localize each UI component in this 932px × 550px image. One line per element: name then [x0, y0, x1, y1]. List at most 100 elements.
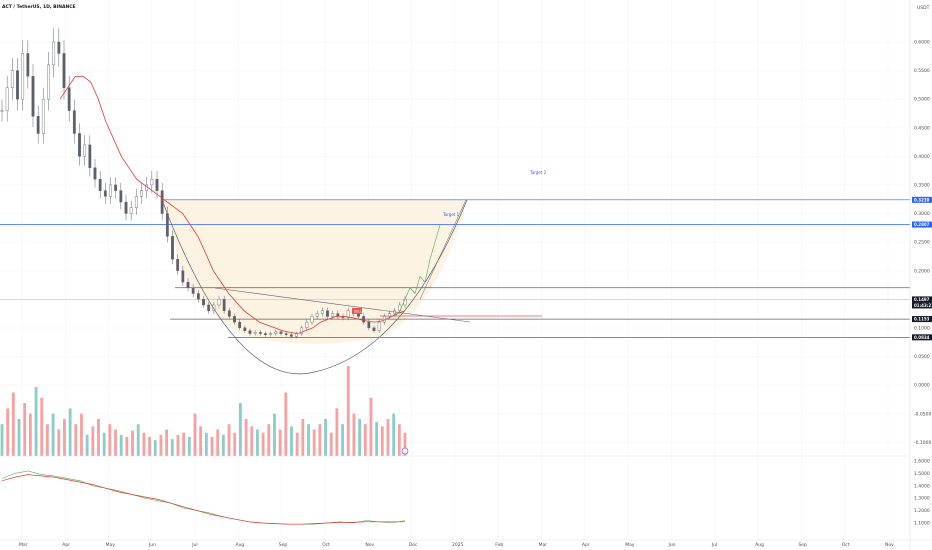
volume-bar: [341, 424, 344, 456]
support-1-badge-text: 0.1153: [914, 317, 930, 322]
volume-bar: [216, 429, 220, 456]
time-tick-label: May: [106, 542, 116, 548]
candle-body: [248, 330, 252, 334]
volume-bars: [0, 366, 407, 456]
volume-bar: [346, 366, 350, 456]
candle-body: [207, 304, 211, 311]
candle-body: [124, 201, 128, 214]
candle-body: [72, 110, 76, 134]
volume-bar: [227, 424, 231, 456]
time-tick-label: Nov: [365, 542, 374, 548]
candle-body: [186, 281, 190, 289]
support-2-badge-bg: [912, 334, 932, 341]
volume-bar: [153, 440, 157, 456]
volume-bar: [403, 432, 407, 456]
level-lines: [0, 199, 910, 338]
volume-bar: [176, 434, 180, 456]
volume-bar: [392, 413, 396, 456]
candle-body: [274, 331, 278, 334]
target-1-label: Target 1: [442, 212, 460, 217]
time-tick-label: Oct: [322, 542, 330, 548]
candle-body: [67, 87, 71, 111]
candle-body: [289, 334, 293, 337]
target-1-badge-text: 0.2807: [914, 222, 930, 227]
volume-bar: [256, 429, 259, 456]
volume-bar: [63, 418, 66, 456]
price-tick-label: 0.5000: [914, 97, 930, 103]
candle-body: [202, 299, 205, 306]
projection-target-line: [419, 199, 467, 300]
rsi-tick-label: 1.3000: [914, 496, 930, 502]
symbol-title: ACT / TetherUS, 1D, BINANCE: [2, 4, 76, 10]
volume-bar: [301, 418, 305, 456]
price-axis[interactable]: 0.6000 0.5500 0.5000 0.4500 0.4000 0.3500 0.30…: [914, 40, 932, 446]
candle-body: [305, 321, 309, 329]
time-axis[interactable]: Mar Apr May Jun Jul Aug Sep Oct Nov Dec 2025 Feb Mar…: [19, 542, 894, 548]
candle-body: [222, 299, 226, 311]
volume-bar: [57, 429, 61, 456]
candle-body: [176, 259, 180, 271]
candle-body: [367, 321, 371, 329]
volume-bar: [278, 429, 282, 456]
volume-bar: [380, 426, 384, 456]
volume-bar: [221, 434, 225, 456]
candle-body: [150, 178, 154, 186]
time-tick-label: Sep: [798, 542, 807, 548]
price-tick-label: 0.6000: [914, 40, 930, 46]
candle-body: [52, 41, 56, 66]
event-flag-icon[interactable]: [401, 447, 409, 455]
price-tick-label: 0.5500: [914, 68, 930, 74]
price-tick-label: -0.1000: [914, 440, 932, 446]
time-tick-label: Jul: [191, 542, 197, 548]
volume-bar: [363, 424, 367, 456]
volume-bar: [148, 436, 151, 456]
candle-body: [315, 313, 319, 317]
candle-body: [160, 190, 164, 214]
candle-body: [134, 196, 138, 208]
candle-body: [238, 321, 242, 329]
price-tick-label: 0.4000: [914, 154, 930, 160]
volume-bar: [125, 436, 129, 456]
candle-body: [10, 70, 14, 88]
candle-body: [93, 167, 97, 180]
candle-body: [103, 190, 107, 197]
price-tick-label: 0.3500: [914, 183, 930, 189]
candle-body: [388, 313, 391, 317]
sell-badge: [352, 308, 362, 314]
time-tick-label: Aug: [236, 542, 245, 548]
volume-bar: [170, 439, 174, 456]
candle-body: [129, 207, 133, 214]
volume-bar: [261, 432, 265, 456]
target-2-badge-bg: [912, 196, 932, 203]
cup-fill-area: [162, 199, 467, 344]
candle-body: [403, 299, 407, 306]
volume-bar: [91, 426, 95, 456]
candle-body: [320, 310, 324, 314]
volume-bar: [80, 413, 83, 456]
candle-body: [41, 98, 45, 134]
candle-body: [165, 213, 169, 237]
support-1-badge-bg: [912, 316, 932, 323]
candle-body: [21, 53, 25, 100]
price-tick-label: 0.0000: [914, 383, 930, 389]
volume-bar: [114, 429, 117, 456]
time-tick-label: Oct: [842, 542, 850, 548]
price-tick-label: 0.0500: [914, 354, 930, 360]
time-tick-label: May: [625, 542, 635, 548]
volume-bar: [0, 424, 4, 456]
cup-curve: [161, 199, 468, 375]
volume-bar: [329, 432, 333, 456]
volume-bar: [11, 392, 15, 456]
volume-bar: [324, 418, 327, 456]
volume-bar: [386, 418, 390, 456]
volume-bar: [40, 397, 44, 456]
current-price-badge-bg: [912, 296, 932, 303]
candle-body: [47, 64, 50, 100]
candle-body: [26, 53, 30, 77]
candle-body: [346, 310, 350, 318]
countdown-badge-bg: [912, 302, 932, 309]
current-price-badge-text: 0.1497: [914, 297, 930, 302]
